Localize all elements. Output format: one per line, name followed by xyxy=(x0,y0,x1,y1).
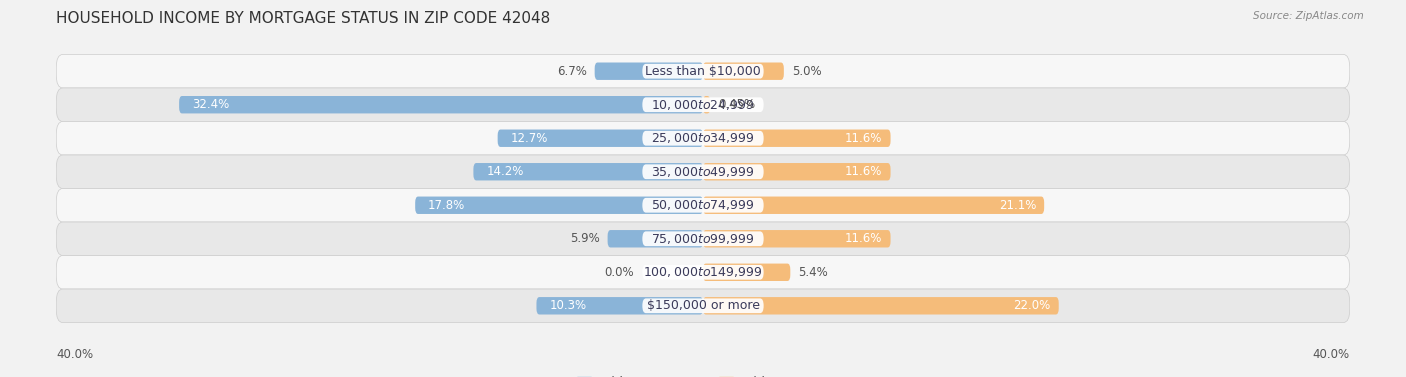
FancyBboxPatch shape xyxy=(607,230,703,247)
FancyBboxPatch shape xyxy=(643,299,763,313)
FancyBboxPatch shape xyxy=(643,164,763,179)
FancyBboxPatch shape xyxy=(703,96,710,113)
Text: Source: ZipAtlas.com: Source: ZipAtlas.com xyxy=(1253,11,1364,21)
FancyBboxPatch shape xyxy=(56,222,1350,256)
Text: 12.7%: 12.7% xyxy=(510,132,548,145)
Text: 17.8%: 17.8% xyxy=(429,199,465,212)
FancyBboxPatch shape xyxy=(415,196,703,214)
FancyBboxPatch shape xyxy=(703,163,890,181)
Legend: Without Mortgage, With Mortgage: Without Mortgage, With Mortgage xyxy=(576,376,830,377)
Text: $50,000 to $74,999: $50,000 to $74,999 xyxy=(651,198,755,212)
FancyBboxPatch shape xyxy=(643,97,763,112)
Text: 11.6%: 11.6% xyxy=(845,132,883,145)
Text: 11.6%: 11.6% xyxy=(845,232,883,245)
Text: 5.9%: 5.9% xyxy=(569,232,599,245)
FancyBboxPatch shape xyxy=(56,188,1350,222)
FancyBboxPatch shape xyxy=(56,289,1350,323)
FancyBboxPatch shape xyxy=(56,88,1350,121)
FancyBboxPatch shape xyxy=(703,63,785,80)
Text: 40.0%: 40.0% xyxy=(1313,348,1350,361)
FancyBboxPatch shape xyxy=(703,130,890,147)
FancyBboxPatch shape xyxy=(643,64,763,78)
FancyBboxPatch shape xyxy=(643,198,763,213)
FancyBboxPatch shape xyxy=(56,54,1350,88)
Text: $75,000 to $99,999: $75,000 to $99,999 xyxy=(651,232,755,246)
FancyBboxPatch shape xyxy=(595,63,703,80)
Text: $150,000 or more: $150,000 or more xyxy=(647,299,759,312)
Text: $10,000 to $24,999: $10,000 to $24,999 xyxy=(651,98,755,112)
Text: 22.0%: 22.0% xyxy=(1014,299,1050,312)
FancyBboxPatch shape xyxy=(56,256,1350,289)
FancyBboxPatch shape xyxy=(498,130,703,147)
FancyBboxPatch shape xyxy=(703,196,1045,214)
Text: 11.6%: 11.6% xyxy=(845,165,883,178)
FancyBboxPatch shape xyxy=(703,297,1059,314)
FancyBboxPatch shape xyxy=(643,231,763,246)
Text: $35,000 to $49,999: $35,000 to $49,999 xyxy=(651,165,755,179)
Text: 0.45%: 0.45% xyxy=(718,98,755,111)
Text: HOUSEHOLD INCOME BY MORTGAGE STATUS IN ZIP CODE 42048: HOUSEHOLD INCOME BY MORTGAGE STATUS IN Z… xyxy=(56,11,551,26)
Text: 10.3%: 10.3% xyxy=(550,299,586,312)
Text: 6.7%: 6.7% xyxy=(557,65,586,78)
Text: $25,000 to $34,999: $25,000 to $34,999 xyxy=(651,131,755,145)
Text: $100,000 to $149,999: $100,000 to $149,999 xyxy=(644,265,762,279)
Text: 32.4%: 32.4% xyxy=(193,98,229,111)
FancyBboxPatch shape xyxy=(703,230,890,247)
FancyBboxPatch shape xyxy=(537,297,703,314)
FancyBboxPatch shape xyxy=(179,96,703,113)
FancyBboxPatch shape xyxy=(474,163,703,181)
FancyBboxPatch shape xyxy=(643,131,763,146)
Text: 40.0%: 40.0% xyxy=(56,348,93,361)
Text: 21.1%: 21.1% xyxy=(998,199,1036,212)
FancyBboxPatch shape xyxy=(56,121,1350,155)
FancyBboxPatch shape xyxy=(703,264,790,281)
Text: 5.4%: 5.4% xyxy=(799,266,828,279)
Text: 14.2%: 14.2% xyxy=(486,165,523,178)
FancyBboxPatch shape xyxy=(56,155,1350,188)
FancyBboxPatch shape xyxy=(643,265,763,280)
Text: 0.0%: 0.0% xyxy=(605,266,634,279)
Text: 5.0%: 5.0% xyxy=(792,65,821,78)
Text: Less than $10,000: Less than $10,000 xyxy=(645,65,761,78)
